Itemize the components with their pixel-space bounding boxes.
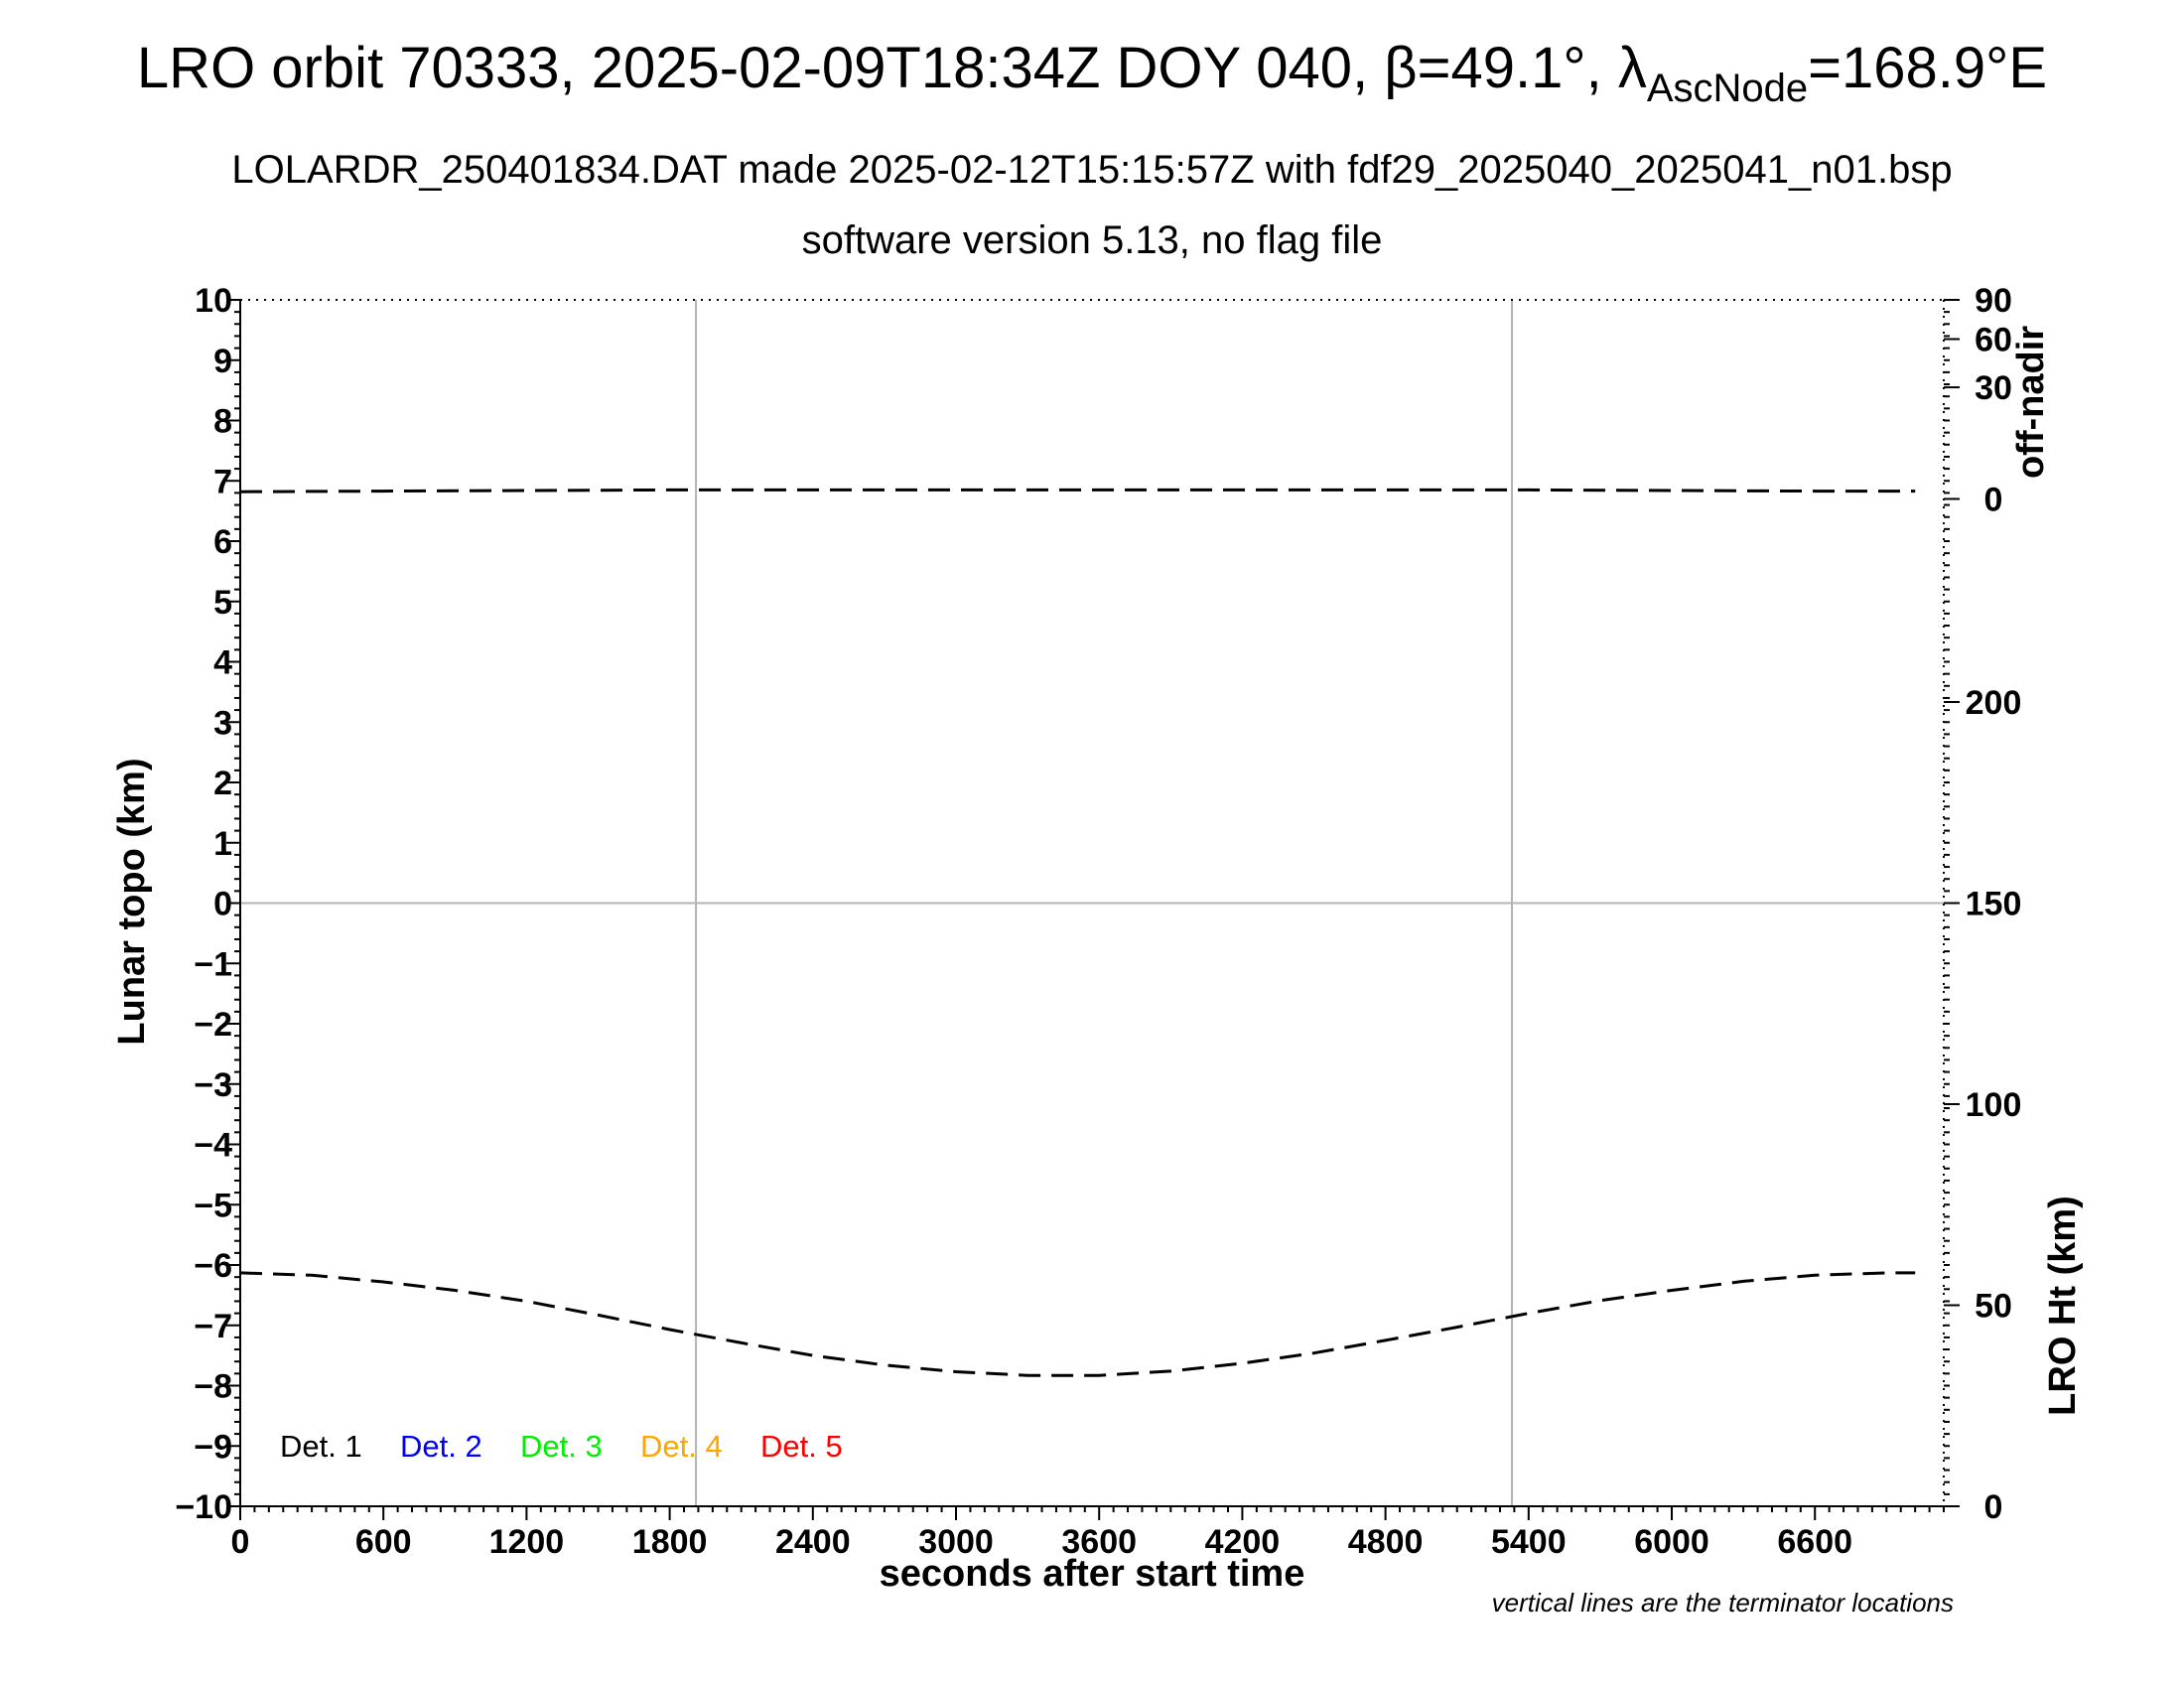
x-tick-label: 3600 — [1061, 1523, 1137, 1561]
y-tick-label: 8 — [213, 403, 232, 441]
x-tick-label: 6600 — [1777, 1523, 1852, 1561]
y-tick-label: 3 — [213, 704, 232, 742]
lro-height-tick-label: 150 — [1966, 886, 2022, 923]
y-tick-label: 2 — [213, 765, 232, 802]
lro-height-tick-label: 100 — [1966, 1086, 2022, 1124]
y-tick-label: 10 — [195, 282, 232, 320]
y-tick-label: 5 — [213, 584, 232, 622]
legend-entry: Det. 3 — [520, 1429, 603, 1464]
y-tick-label: −6 — [194, 1247, 232, 1285]
y-tick-label: −10 — [175, 1488, 232, 1526]
lro-height-tick-label: 50 — [1975, 1288, 2012, 1326]
x-tick-label: 1200 — [489, 1523, 565, 1561]
x-axis-ticks: 0 600 1200 1800 2400 3000 3600 4200 4800 5400 6000… — [231, 1506, 1945, 1561]
grid — [240, 300, 1944, 1506]
y-tick-label: 6 — [213, 523, 232, 561]
series-line-off-nadir — [239, 488, 1916, 493]
y-tick-label: 4 — [213, 644, 232, 682]
x-tick-label: 600 — [355, 1523, 412, 1561]
y-axis-label: Lunar topo (km) — [111, 758, 153, 1045]
off-nadir-axis-label: off-nadir — [2010, 326, 2052, 479]
x-tick-label: 0 — [231, 1523, 250, 1561]
x-tick-label: 4200 — [1205, 1523, 1281, 1561]
lro-height-tick-label: 200 — [1966, 684, 2022, 722]
x-tick-label: 6000 — [1634, 1523, 1709, 1561]
y-tick-label: 7 — [213, 463, 232, 500]
legend-entry: Det. 1 — [280, 1429, 362, 1464]
y-tick-label: −2 — [194, 1006, 232, 1044]
chart-subtitle-software: software version 5.13, no flag file — [802, 218, 1383, 262]
y-tick-label: −7 — [194, 1308, 232, 1345]
y-tick-label: 1 — [213, 825, 232, 863]
chart-title: LRO orbit 70333, 2025-02-09T18:34Z DOY 0… — [137, 36, 2047, 110]
x-tick-label: 3000 — [918, 1523, 994, 1561]
legend-entry: Det. 5 — [760, 1429, 843, 1464]
lro-height-tick-label: 0 — [1984, 1488, 2003, 1526]
x-tick-label: 1800 — [632, 1523, 708, 1561]
y-tick-label: −3 — [194, 1066, 232, 1104]
legend-entry: Det. 2 — [400, 1429, 482, 1464]
y-tick-label: −9 — [194, 1428, 232, 1466]
x-axis-label: seconds after start time — [880, 1553, 1305, 1595]
x-tick-label: 5400 — [1491, 1523, 1567, 1561]
y-tick-label: −4 — [194, 1127, 232, 1165]
y-tick-label: −5 — [194, 1187, 232, 1224]
y-tick-label: −8 — [194, 1368, 232, 1406]
terminator-footnote: vertical lines are the terminator locati… — [1492, 1588, 1954, 1618]
off-nadir-tick-label: 60 — [1975, 321, 2012, 358]
x-tick-label: 4800 — [1348, 1523, 1424, 1561]
x-tick-label: 2400 — [775, 1523, 851, 1561]
off-nadir-tick-label: 90 — [1975, 282, 2012, 320]
y-tick-label: −1 — [194, 945, 232, 983]
y-tick-label: 0 — [213, 886, 232, 923]
legend-entry: Det. 4 — [640, 1429, 723, 1464]
lro-height-axis-label: LRO Ht (km) — [2042, 1196, 2084, 1416]
series-group — [239, 488, 1916, 1377]
chart-subtitle-file: LOLARDR_250401834.DAT made 2025-02-12T15… — [231, 148, 1952, 192]
series-line-lro-height — [239, 1271, 1916, 1377]
legend: Det. 1 Det. 2 Det. 3 Det. 4 Det. 5 — [280, 1429, 843, 1464]
y-tick-label: 9 — [213, 343, 232, 380]
off-nadir-tick-label: 0 — [1984, 481, 2003, 518]
off-nadir-tick-label: 30 — [1975, 369, 2012, 407]
